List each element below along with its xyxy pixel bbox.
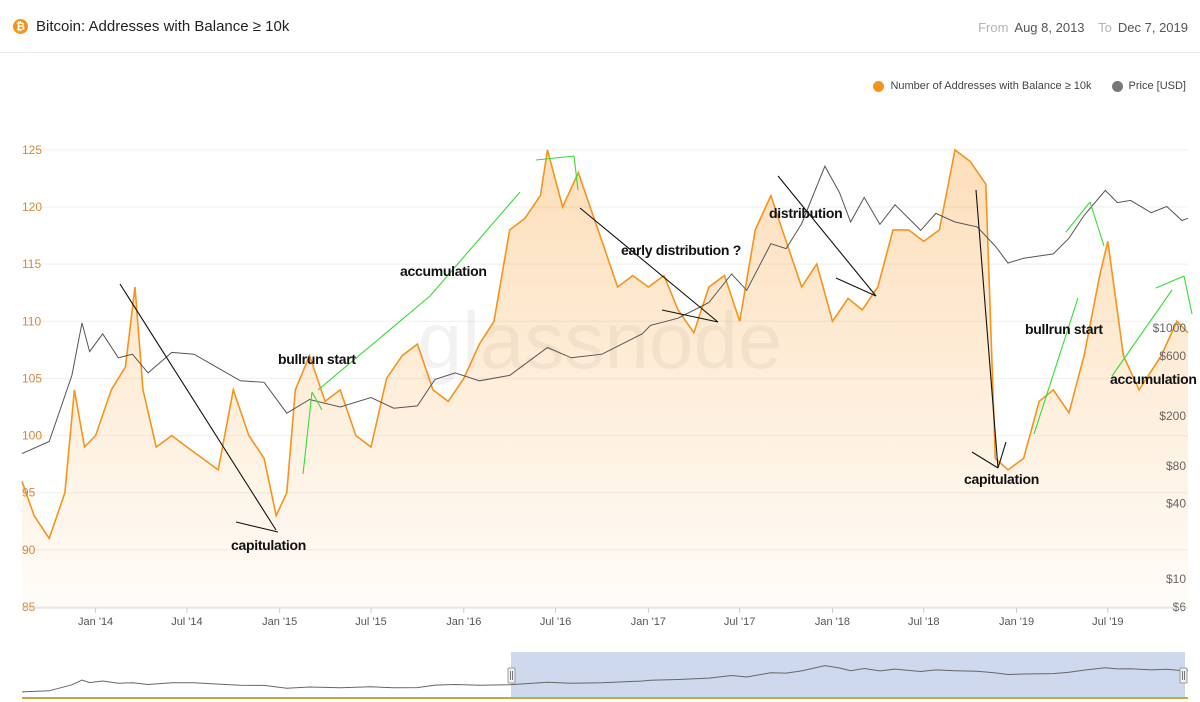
- to-label: To: [1098, 20, 1112, 35]
- annotation-stroke: [777, 175, 877, 297]
- legend-dot-price: [1111, 80, 1123, 92]
- annotation-stroke: [661, 309, 719, 323]
- axes: 85 90 95 100 105 110 115 120 125 $6 $10 $40 $80 $200 $…: [22, 143, 1188, 628]
- legend-item-price[interactable]: Price [USD]: [1111, 80, 1186, 92]
- annotation-label: distribution: [769, 205, 842, 221]
- annotation-stroke: [579, 207, 719, 323]
- legend-dot-addresses: [873, 80, 885, 92]
- annotation-stroke: [1033, 297, 1079, 435]
- x-tick-label: Jul '16: [540, 616, 571, 628]
- y-left-tick-125: 125: [22, 143, 42, 157]
- x-tick-label: Jul '19: [1092, 616, 1123, 628]
- y-left-tick-120: 120: [22, 200, 42, 214]
- x-tick-label: Jan '19: [999, 616, 1034, 628]
- addresses-area-series: [21, 148, 1189, 607]
- legend-item-addresses[interactable]: Number of Addresses with Balance ≥ 10k: [873, 80, 1092, 92]
- y-left-tick-95: 95: [22, 486, 36, 500]
- x-tick-label: Jan '17: [631, 616, 666, 628]
- annotation-stroke: [311, 391, 323, 411]
- annotation-label: bullrun start: [1025, 321, 1103, 337]
- y-left-tick-85: 85: [22, 600, 36, 614]
- y-left-tick-100: 100: [22, 429, 42, 443]
- annotation-stroke: [835, 277, 877, 297]
- price-line: [21, 165, 1189, 455]
- annotation-stroke: [573, 155, 579, 191]
- annotation-stroke: [302, 391, 313, 475]
- annotation-label: bullrun start: [278, 351, 356, 367]
- x-tick-label: Jul '14: [171, 616, 202, 628]
- addresses-area-fill: [22, 149, 1188, 607]
- y-left-tick-90: 90: [22, 543, 36, 557]
- x-tick-label: Jan '14: [78, 616, 113, 628]
- annotation-label: accumulation: [1110, 371, 1197, 387]
- annotation-stroke: [535, 155, 575, 161]
- annotation-label: early distribution ?: [621, 242, 741, 258]
- annotation-label: capitulation: [964, 471, 1039, 487]
- annotation-label: accumulation: [400, 263, 487, 279]
- y-right-tick: $200: [1159, 409, 1186, 423]
- bitcoin-icon: ₿: [13, 19, 28, 34]
- date-range: From Aug 8, 2013 To Dec 7, 2019: [968, 20, 1188, 35]
- y-left-tick-115: 115: [22, 257, 41, 271]
- from-label: From: [978, 20, 1009, 35]
- y-left-tick-110: 110: [22, 314, 41, 328]
- chart-legend: Number of Addresses with Balance ≥ 10k P…: [873, 80, 1186, 92]
- navigator[interactable]: [21, 652, 1189, 699]
- annotation-stroke: [975, 189, 999, 469]
- legend-label-price: Price [USD]: [1128, 80, 1186, 92]
- x-tick-label: Jul '18: [908, 616, 939, 628]
- annotation-stroke: [317, 295, 431, 391]
- price-line-series: [21, 165, 1189, 455]
- from-date-picker[interactable]: Aug 8, 2013: [1014, 20, 1085, 35]
- navigator-price-line: [21, 665, 1189, 693]
- navigator-right-handle[interactable]: [1179, 667, 1188, 684]
- x-tick-label: Jan '18: [815, 616, 850, 628]
- y-right-tick: $40: [1166, 497, 1186, 511]
- x-tick-label: Jul '17: [724, 616, 755, 628]
- annotation-stroke: [1065, 201, 1091, 233]
- annotation-stroke: [971, 451, 999, 469]
- x-tick-label: Jan '15: [262, 616, 297, 628]
- chart-title: Bitcoin: Addresses with Balance ≥ 10k: [36, 18, 290, 35]
- y-left-tick-105: 105: [22, 371, 42, 385]
- annotation-stroke: [1111, 289, 1173, 377]
- annotation-label: capitulation: [231, 537, 306, 553]
- navigator-selection: [511, 652, 1185, 698]
- chart-header: ₿ Bitcoin: Addresses with Balance ≥ 10k …: [0, 0, 1200, 53]
- annotation-stroke: [997, 441, 1007, 469]
- to-date-picker[interactable]: Dec 7, 2019: [1117, 20, 1188, 35]
- annotations: capitulation bullrun start accumulation ear…: [119, 155, 1197, 553]
- x-tick-label: Jan '16: [446, 616, 481, 628]
- annotation-stroke: [1089, 201, 1105, 247]
- annotation-stroke: [119, 283, 277, 531]
- y-right-tick: $6: [1173, 600, 1187, 614]
- annotation-stroke: [235, 521, 279, 533]
- annotation-stroke: [429, 191, 521, 297]
- legend-label-addresses: Number of Addresses with Balance ≥ 10k: [890, 80, 1092, 92]
- y-right-tick: $600: [1159, 349, 1186, 363]
- x-tick-label: Jul '15: [355, 616, 386, 628]
- y-right-tick: $1000: [1153, 321, 1187, 335]
- annotation-stroke: [1155, 275, 1185, 289]
- navigator-left-handle[interactable]: [507, 667, 516, 684]
- y-right-tick: $80: [1166, 459, 1186, 473]
- annotation-stroke: [1183, 275, 1193, 315]
- y-right-tick: $10: [1166, 572, 1186, 586]
- addresses-line: [21, 148, 1189, 541]
